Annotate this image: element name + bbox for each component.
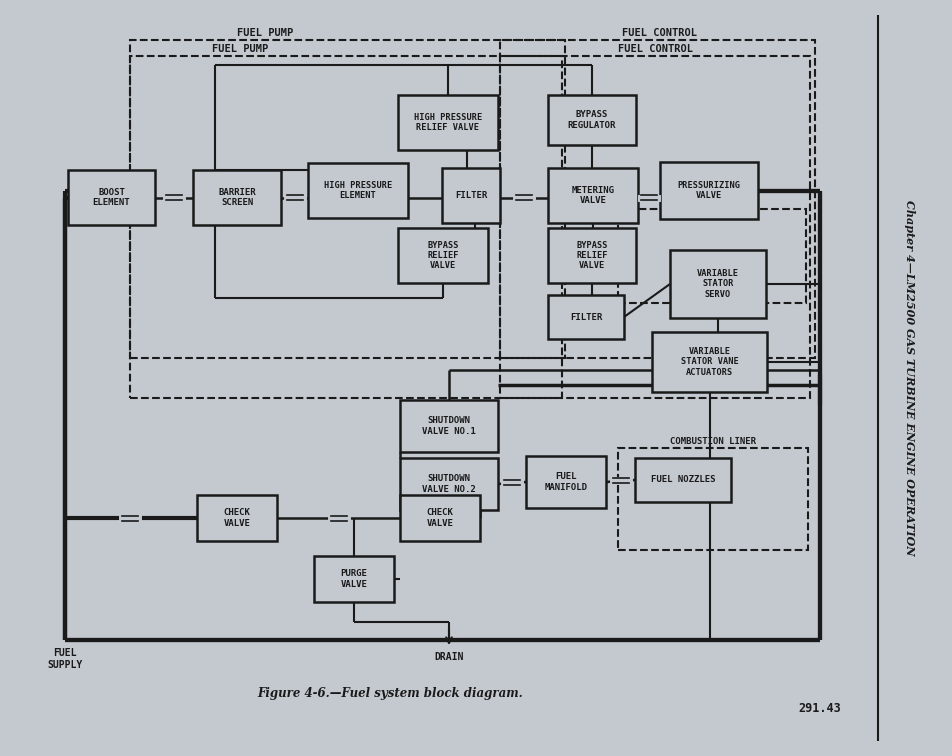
Bar: [197, 495, 277, 541]
Text: BYPASS
RELIEF
VALVE: BYPASS RELIEF VALVE: [427, 240, 459, 271]
Bar: [68, 170, 155, 225]
Text: FUEL PUMP: FUEL PUMP: [237, 28, 293, 38]
Text: FUEL NOZZLES: FUEL NOZZLES: [651, 476, 715, 485]
Text: 291.43: 291.43: [799, 702, 842, 714]
Bar: [548, 168, 638, 223]
Text: FILTER: FILTER: [455, 191, 487, 200]
Text: HIGH PRESSURE
RELIEF VALVE: HIGH PRESSURE RELIEF VALVE: [414, 113, 482, 132]
Text: COMBUSTION LINER: COMBUSTION LINER: [670, 437, 756, 446]
Text: METERING
VALVE: METERING VALVE: [571, 186, 614, 205]
Text: COMBUSTION LINER: COMBUSTION LINER: [669, 198, 755, 207]
Bar: [400, 495, 480, 541]
Text: Figure 4-6.—Fuel system block diagram.: Figure 4-6.—Fuel system block diagram.: [257, 687, 523, 701]
Bar: [398, 95, 498, 150]
Bar: [660, 162, 758, 219]
Text: BARRIER
SCREEN: BARRIER SCREEN: [218, 187, 256, 207]
Bar: [635, 458, 731, 502]
Bar: [193, 170, 281, 225]
Bar: [400, 400, 498, 452]
Text: FUEL CONTROL: FUEL CONTROL: [623, 28, 698, 38]
Text: BOOST
ELEMENT: BOOST ELEMENT: [92, 187, 130, 207]
Text: FUEL
SUPPLY: FUEL SUPPLY: [48, 648, 83, 670]
Bar: [548, 228, 636, 283]
Bar: [314, 556, 394, 602]
Text: BYPASS
RELIEF
VALVE: BYPASS RELIEF VALVE: [576, 240, 607, 271]
Text: HIGH PRESSURE
ELEMENT: HIGH PRESSURE ELEMENT: [324, 181, 392, 200]
Bar: [652, 332, 767, 392]
Text: VARIABLE
STATOR VANE
ACTUATORS: VARIABLE STATOR VANE ACTUATORS: [681, 347, 739, 377]
Text: FUEL CONTROL: FUEL CONTROL: [618, 44, 692, 54]
Bar: [442, 168, 500, 223]
Bar: [398, 228, 488, 283]
Text: BYPASS
REGULATOR: BYPASS REGULATOR: [567, 110, 616, 130]
Text: SHUTDOWN
VALVE NO.2: SHUTDOWN VALVE NO.2: [422, 474, 476, 494]
Text: FILTER: FILTER: [570, 312, 602, 321]
Bar: [130, 56, 562, 398]
Bar: [618, 448, 808, 550]
Bar: [548, 95, 636, 145]
Bar: [130, 40, 565, 358]
Bar: [548, 295, 624, 339]
Text: PRESSURIZING
VALVE: PRESSURIZING VALVE: [678, 181, 741, 200]
Bar: [526, 456, 606, 508]
Text: VARIABLE
STATOR
SERVO: VARIABLE STATOR SERVO: [697, 269, 739, 299]
Bar: [308, 163, 408, 218]
Text: PURGE
VALVE: PURGE VALVE: [341, 569, 367, 589]
Text: CHECK
VALVE: CHECK VALVE: [224, 508, 250, 528]
Bar: [500, 40, 815, 358]
Text: FUEL
MANIFOLD: FUEL MANIFOLD: [545, 472, 587, 491]
Bar: [400, 458, 498, 510]
Text: CHECK
VALVE: CHECK VALVE: [426, 508, 453, 528]
Text: DRAIN: DRAIN: [434, 652, 464, 662]
Text: FUEL PUMP: FUEL PUMP: [212, 44, 268, 54]
Text: SHUTDOWN
VALVE NO.1: SHUTDOWN VALVE NO.1: [422, 417, 476, 435]
Bar: [670, 250, 766, 318]
Bar: [500, 56, 810, 398]
Bar: [618, 209, 806, 303]
Text: Chapter 4—LM2500 GAS TURBINE ENGINE OPERATION: Chapter 4—LM2500 GAS TURBINE ENGINE OPER…: [904, 200, 916, 556]
